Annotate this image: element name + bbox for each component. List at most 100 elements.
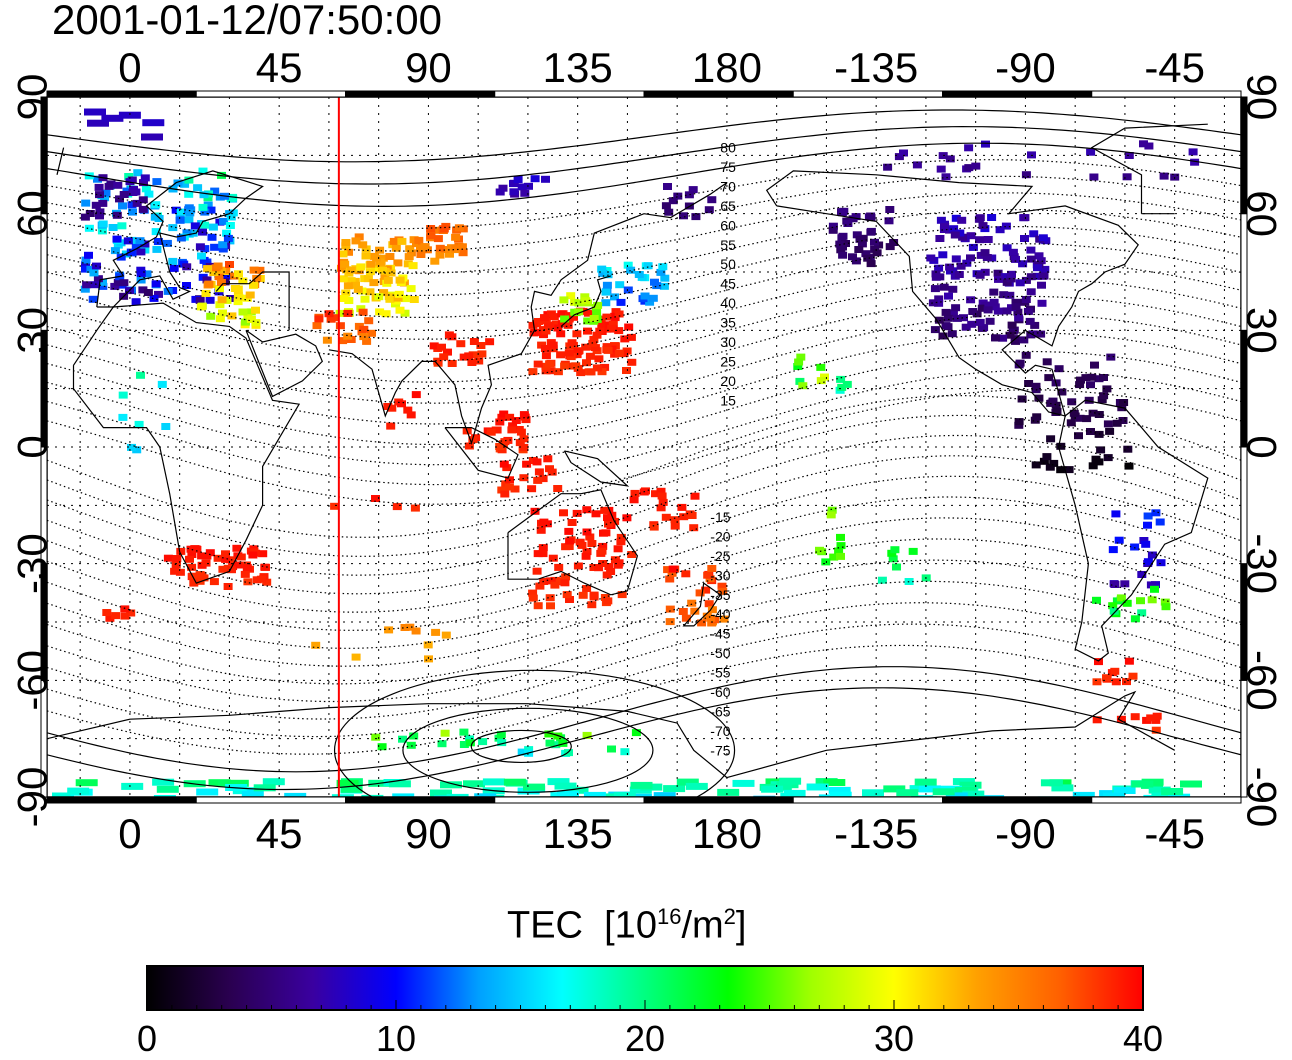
tec-sample <box>582 506 592 514</box>
tec-sample <box>82 281 92 289</box>
bottom-lon-label: -135 <box>834 810 918 857</box>
tec-sample <box>1094 658 1103 666</box>
tec-sample <box>1064 466 1074 474</box>
tec-sample <box>369 279 379 287</box>
tec-sample <box>685 782 708 790</box>
bottom-lon-label: 45 <box>256 810 303 857</box>
tec-sample <box>1046 435 1056 443</box>
tec-sample <box>935 235 945 242</box>
tec-sample <box>979 324 989 332</box>
tec-sample <box>386 269 396 277</box>
tec-sample <box>665 605 675 613</box>
tec-sample <box>959 314 968 322</box>
tec-sample <box>543 323 553 331</box>
tec-sample <box>409 236 419 244</box>
tec-sample <box>213 554 223 562</box>
tec-sample <box>1014 418 1024 426</box>
tec-sample <box>232 544 242 552</box>
tec-sample <box>1067 398 1077 406</box>
tec-sample <box>393 259 403 267</box>
tec-sample <box>341 289 351 297</box>
tec-sample <box>607 745 616 753</box>
tec-sample <box>585 533 595 541</box>
tec-sample <box>113 278 123 286</box>
mag-lat-contour <box>47 389 1241 505</box>
tec-sample <box>1076 376 1085 384</box>
tec-sample <box>610 293 619 301</box>
top-lon-label: 45 <box>256 44 303 91</box>
tec-sample <box>668 565 678 573</box>
tec-sample <box>1094 458 1104 466</box>
tec-sample <box>1021 171 1031 179</box>
tec-sample <box>623 261 633 269</box>
tec-sample <box>820 373 829 381</box>
tec-sample <box>395 276 405 284</box>
tec-sample <box>431 628 441 636</box>
tec-sample <box>1141 540 1151 548</box>
tec-sample <box>245 291 255 299</box>
tec-sample <box>201 289 211 297</box>
tec-sample <box>445 250 454 258</box>
tec-sample <box>457 243 467 251</box>
tec-sample <box>821 558 831 566</box>
tec-sample <box>630 489 640 497</box>
tec-sample <box>85 210 95 217</box>
tec-sample <box>91 201 101 209</box>
tec-sample <box>523 783 545 791</box>
tec-sample <box>1031 382 1041 390</box>
tec-sample <box>541 175 550 183</box>
top-lon-label: 90 <box>405 44 452 91</box>
tec-sample <box>582 359 591 367</box>
tec-sample <box>75 779 98 787</box>
tec-sample <box>366 260 376 268</box>
tec-sample <box>967 320 977 328</box>
tec-sample <box>974 215 984 223</box>
mag-lat-contour <box>47 295 1241 404</box>
tec-sample <box>1099 374 1108 381</box>
tec-sample <box>351 653 361 661</box>
tec-sample <box>1011 298 1021 306</box>
tec-sample <box>1069 409 1079 417</box>
tec-sample <box>574 308 584 316</box>
tec-sample <box>591 304 601 311</box>
tec-sample <box>98 282 108 290</box>
tec-sample <box>968 243 978 251</box>
tec-sample <box>163 554 173 562</box>
tec-sample <box>182 229 192 237</box>
tec-sample <box>93 175 102 183</box>
tec-sample <box>215 315 225 323</box>
tec-sample <box>580 293 590 301</box>
tec-sample <box>1116 594 1126 602</box>
tec-sample <box>433 357 443 365</box>
tec-sample <box>602 281 612 289</box>
tec-sample <box>420 243 430 251</box>
tec-sample <box>202 552 212 560</box>
tec-sample <box>196 303 206 311</box>
tec-sample <box>101 189 111 197</box>
tec-sample <box>138 286 148 294</box>
tec-sample <box>176 234 186 242</box>
tec-sample <box>589 564 599 571</box>
mag-lat-contour <box>47 475 1241 613</box>
tec-sample <box>592 364 602 372</box>
tec-sample <box>500 490 510 498</box>
tec-sample <box>517 183 527 191</box>
tec-sample <box>223 234 233 242</box>
tec-sample <box>206 312 216 320</box>
tec-sample <box>499 460 509 468</box>
tec-sample <box>554 563 564 571</box>
tec-sample <box>951 214 961 222</box>
tec-sample <box>564 543 574 550</box>
tec-sample <box>504 483 514 491</box>
tec-sample <box>614 310 624 318</box>
tec-sample <box>213 262 223 270</box>
tec-sample <box>597 368 607 376</box>
colorbar-tick-20: 20 <box>624 1018 666 1059</box>
tec-sample <box>138 205 148 213</box>
tec-sample <box>222 272 232 280</box>
coastline <box>1057 399 1209 662</box>
tec-sample <box>1147 596 1157 604</box>
mag-lat-contour <box>47 278 1241 383</box>
tec-sample <box>208 223 218 231</box>
tec-sample <box>1092 716 1102 724</box>
